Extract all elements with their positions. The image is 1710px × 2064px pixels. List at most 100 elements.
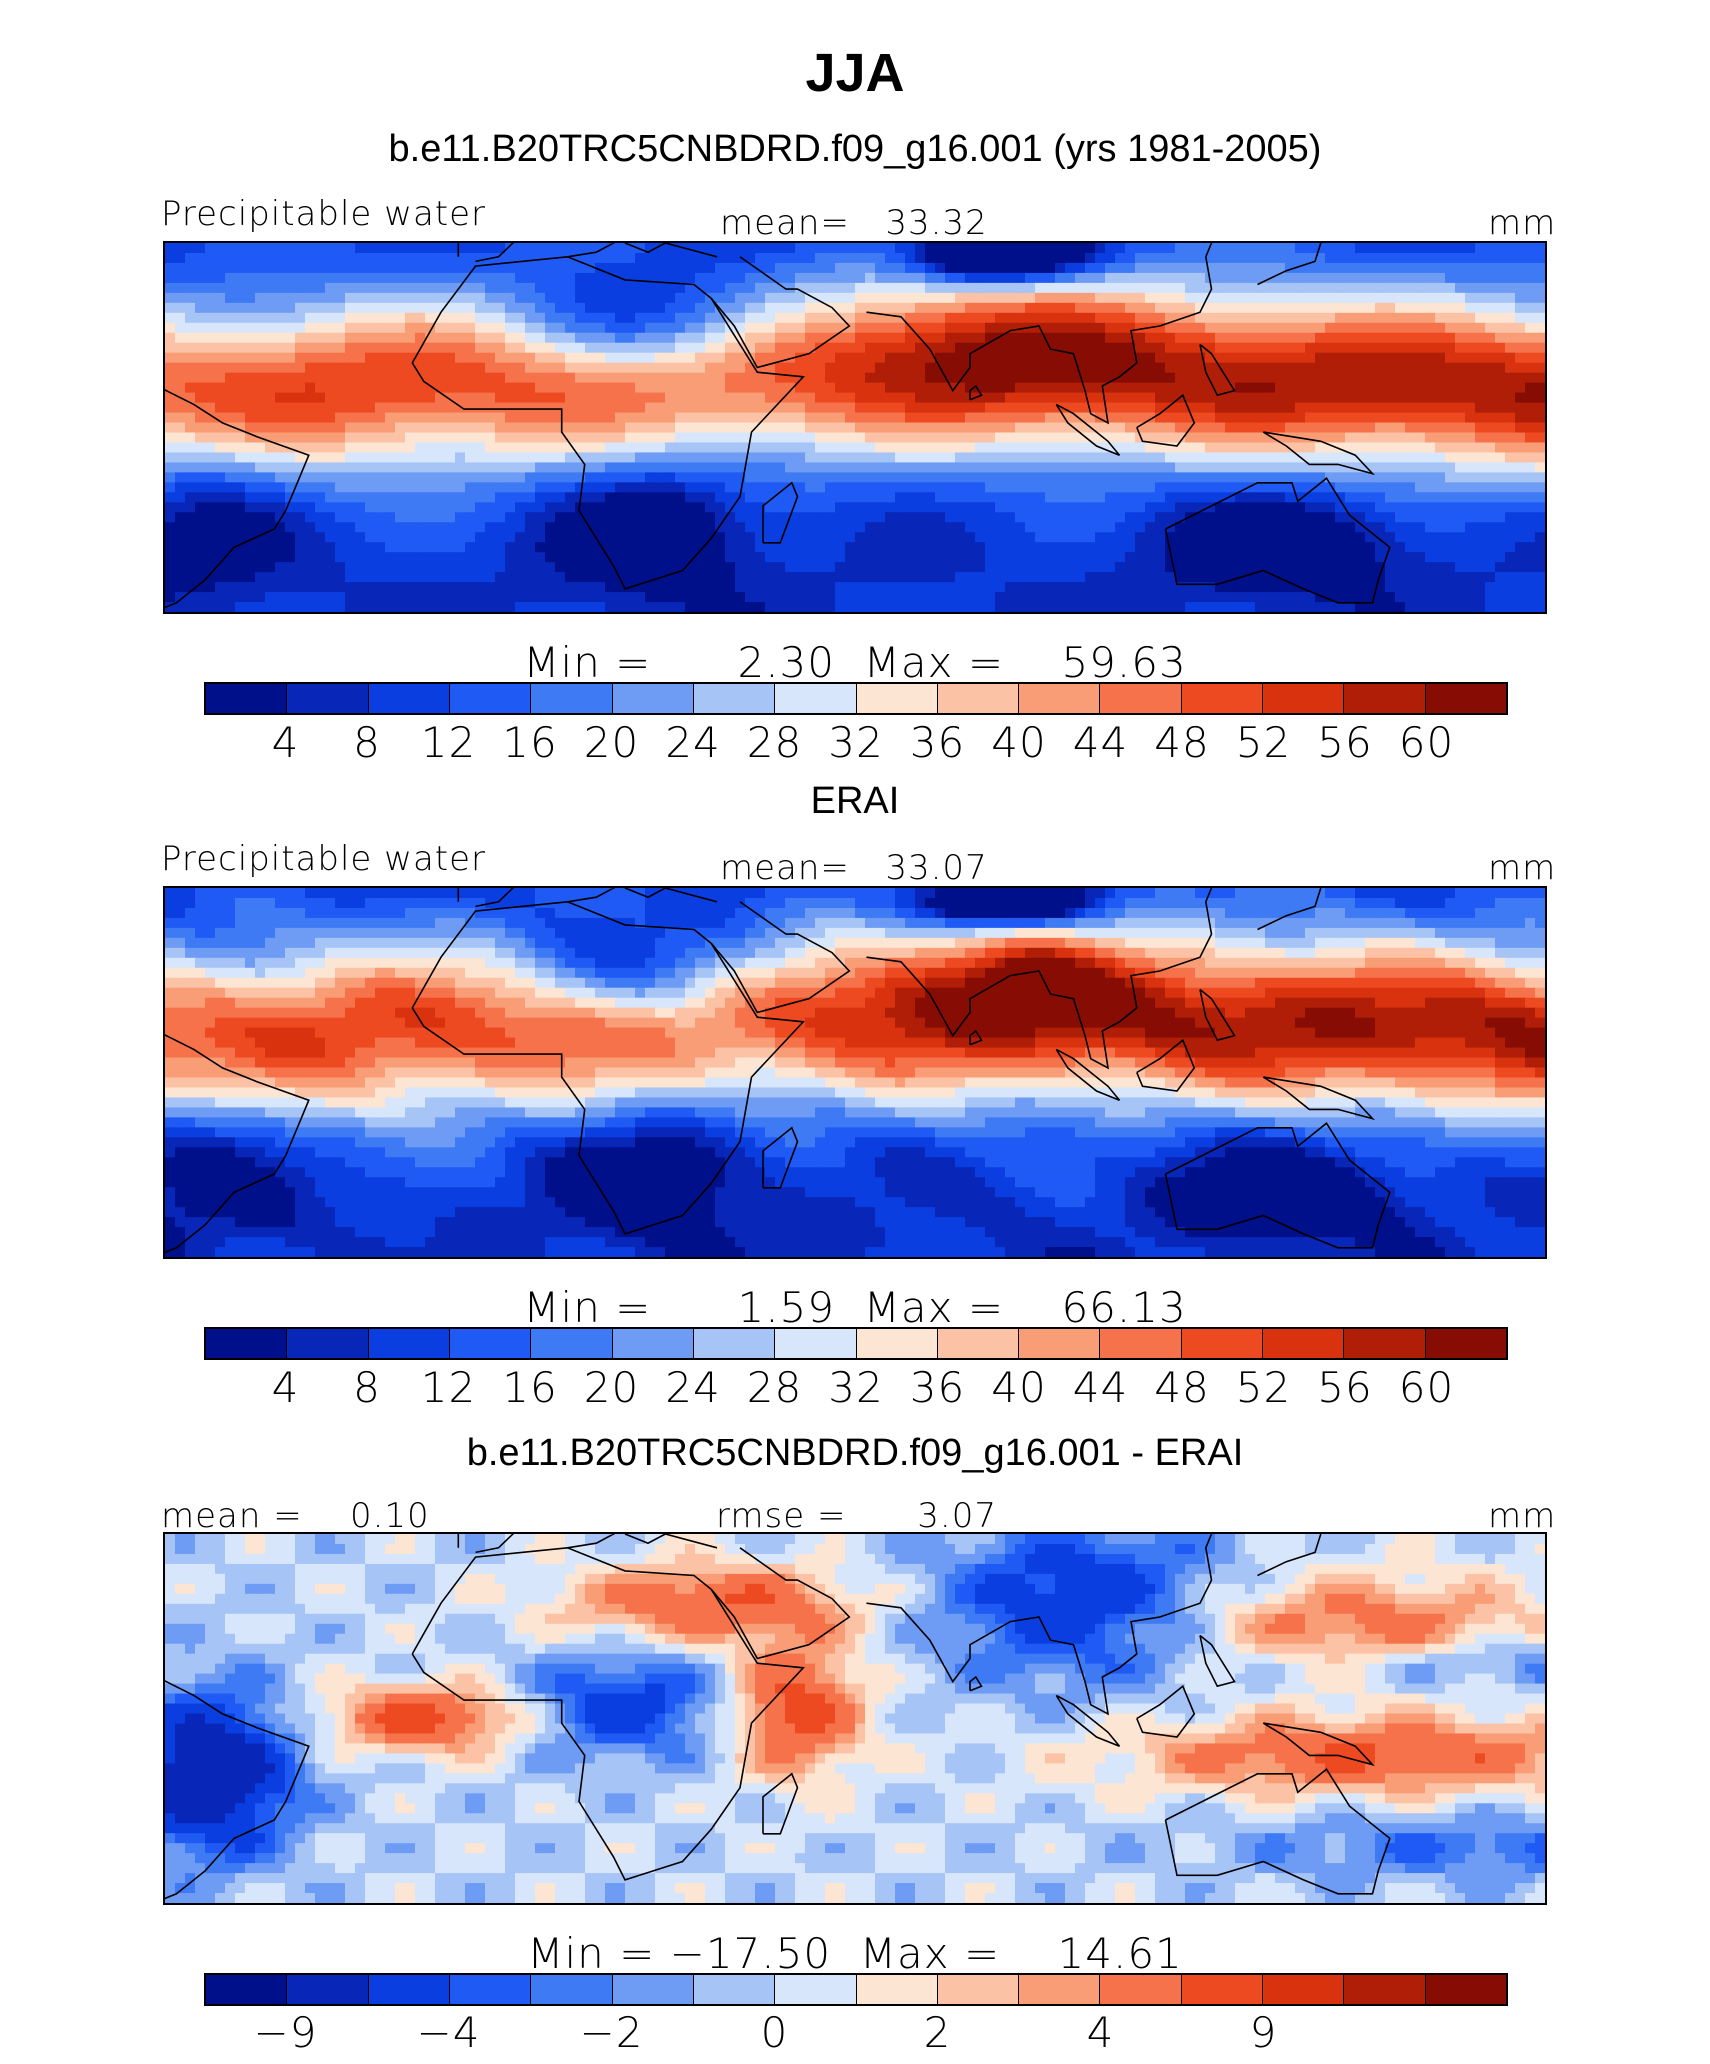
- map-contour-cell: [975, 442, 986, 454]
- map-contour-cell: [645, 562, 656, 573]
- map-contour-cell: [505, 562, 516, 573]
- map-contour-cell: [1245, 572, 1256, 583]
- map-contour-cell: [435, 252, 446, 264]
- map-contour-cell: [1325, 572, 1336, 583]
- map-contour-cell: [1035, 412, 1046, 424]
- map-contour-cell: [545, 492, 556, 503]
- map-contour-cell: [385, 572, 396, 583]
- map-contour-cell: [435, 412, 446, 424]
- map-contour-cell: [285, 392, 296, 404]
- map-contour-cell: [555, 372, 566, 384]
- map-contour-cell: [615, 372, 626, 384]
- map-contour-cell: [875, 452, 886, 463]
- map-contour-cell: [1325, 512, 1336, 523]
- map-contour-cell: [1525, 432, 1536, 444]
- map-contour-cell: [625, 332, 636, 344]
- map-contour-cell: [325, 592, 336, 603]
- map-contour-cell: [1455, 342, 1466, 354]
- map-contour-cell: [775, 292, 786, 304]
- map-contour-cell: [1035, 542, 1046, 553]
- map-contour-cell: [1235, 272, 1246, 284]
- map-contour-cell: [1405, 262, 1416, 274]
- map-contour-cell: [465, 592, 476, 603]
- map-contour-cell: [195, 282, 206, 294]
- map-contour-cell: [1165, 542, 1176, 553]
- map-contour-cell: [1485, 532, 1496, 543]
- map-contour-cell: [1035, 552, 1046, 563]
- map-contour-cell: [885, 442, 896, 454]
- map-contour-cell: [1125, 422, 1136, 434]
- map-contour-cell: [1045, 352, 1056, 364]
- map-contour-cell: [315, 362, 326, 374]
- map-contour-cell: [1015, 422, 1026, 434]
- map-contour-cell: [165, 422, 176, 434]
- map-contour-cell: [175, 262, 186, 274]
- map-contour-cell: [755, 312, 766, 324]
- map-contour-cell: [445, 582, 456, 593]
- map-contour-cell: [1525, 552, 1536, 563]
- map-contour-cell: [1235, 482, 1246, 493]
- map-contour-cell: [1275, 342, 1286, 354]
- map-contour-cell: [1315, 432, 1326, 444]
- map-contour-cell: [195, 412, 206, 424]
- map-contour-cell: [415, 492, 426, 503]
- map-contour-cell: [1345, 542, 1356, 553]
- map-contour-cell: [585, 532, 596, 543]
- map-contour-cell: [435, 532, 446, 543]
- map-contour-cell: [1015, 243, 1026, 254]
- map-contour-cell: [645, 492, 656, 503]
- map-contour-cell: [1455, 312, 1466, 324]
- map-contour-cell: [405, 382, 416, 394]
- map-contour-cell: [745, 392, 756, 404]
- map-contour-cell: [1045, 432, 1056, 444]
- map-contour-cell: [855, 472, 866, 483]
- map-contour-cell: [695, 522, 706, 533]
- map-contour-cell: [1345, 422, 1356, 434]
- map-contour-cell: [1285, 522, 1296, 533]
- map-contour-cell: [1395, 243, 1406, 254]
- map-contour-cell: [965, 462, 976, 473]
- map-contour-cell: [1005, 512, 1016, 523]
- map-contour-cell: [475, 472, 486, 483]
- map-contour-cell: [745, 502, 756, 513]
- map-contour-cell: [1235, 402, 1246, 414]
- map-contour-cell: [255, 522, 266, 533]
- map-contour-cell: [1185, 322, 1196, 334]
- map-contour-cell: [515, 532, 526, 543]
- map-contour-cell: [375, 243, 386, 254]
- map-contour-cell: [175, 352, 186, 364]
- map-contour-cell: [855, 592, 866, 603]
- map-contour-cell: [675, 512, 686, 523]
- map-contour-cell: [175, 252, 186, 264]
- map-contour-cell: [695, 362, 706, 374]
- map-contour-cell: [705, 422, 716, 434]
- map-contour-cell: [1255, 412, 1266, 424]
- map-contour-cell: [1415, 382, 1426, 394]
- map-contour-cell: [1125, 512, 1136, 523]
- map-contour-cell: [735, 442, 746, 454]
- map-contour-cell: [1525, 392, 1536, 404]
- map-contour-cell: [845, 512, 856, 523]
- map-contour-cell: [1095, 362, 1106, 374]
- map-contour-cell: [985, 532, 996, 543]
- map-contour-cell: [1495, 572, 1506, 583]
- map-contour-cell: [1445, 332, 1456, 344]
- map-contour-cell: [1445, 262, 1456, 274]
- map-contour-cell: [1325, 592, 1336, 603]
- map-contour-cell: [1435, 432, 1446, 444]
- map-contour-cell: [1505, 482, 1516, 493]
- map-contour-cell: [275, 342, 286, 354]
- map-contour-cell: [905, 472, 916, 483]
- map-contour-cell: [1205, 372, 1216, 384]
- map-contour-cell: [565, 532, 576, 543]
- map-contour-cell: [375, 342, 386, 354]
- map-contour-cell: [315, 492, 326, 503]
- map-contour-cell: [1285, 243, 1296, 254]
- map-contour-cell: [1195, 372, 1206, 384]
- map-contour-cell: [1345, 452, 1356, 463]
- map-contour-cell: [295, 572, 306, 583]
- map-contour-cell: [455, 402, 466, 414]
- map-contour-cell: [655, 452, 666, 463]
- map-contour-cell: [455, 542, 466, 553]
- map-contour-cell: [375, 312, 386, 324]
